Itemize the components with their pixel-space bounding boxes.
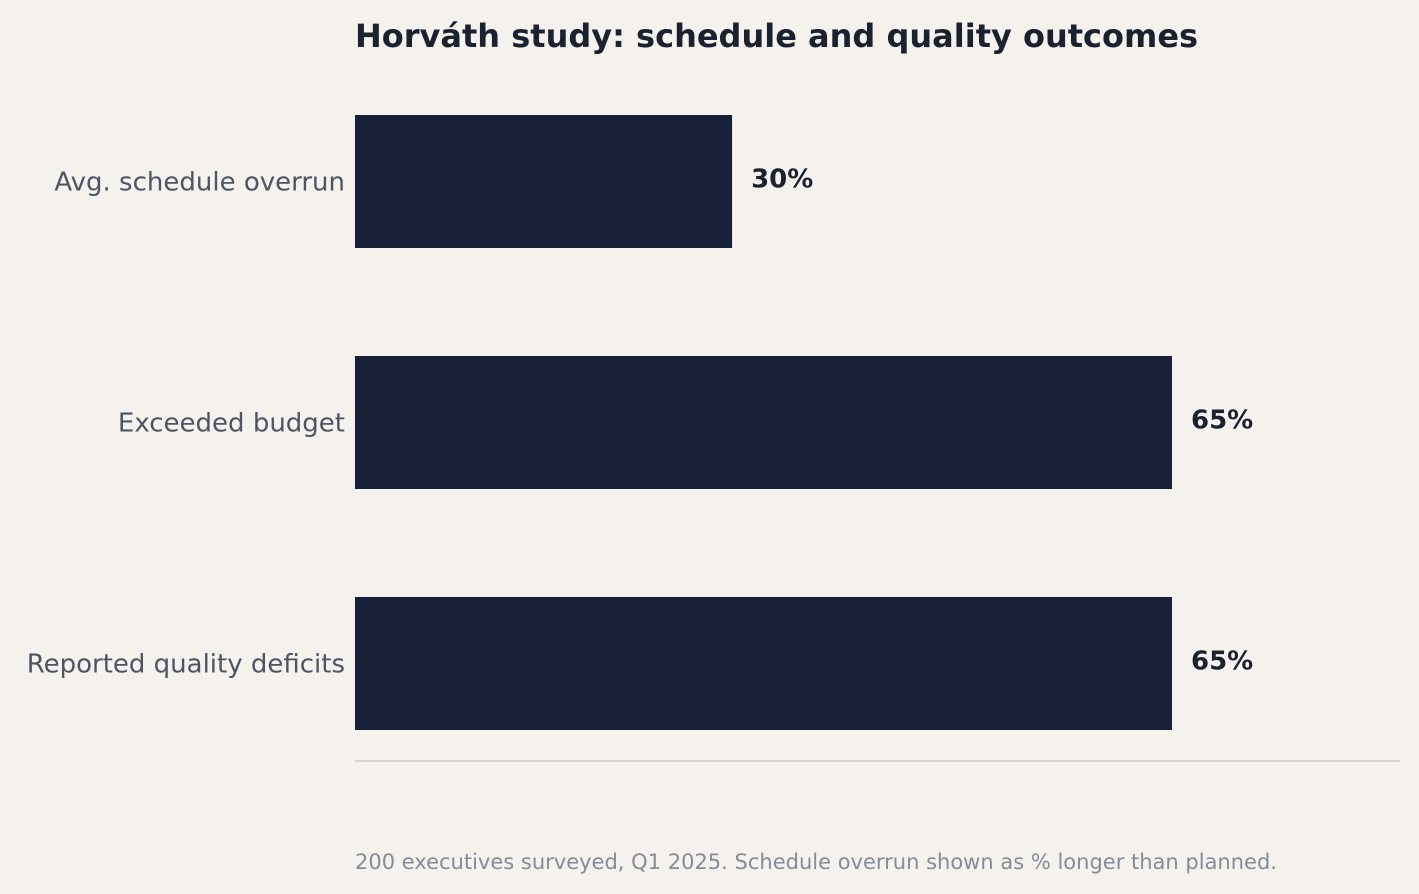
value-label: 65% — [1191, 406, 1253, 436]
value-label: 30% — [751, 165, 813, 195]
value-label: 65% — [1191, 647, 1253, 677]
category-label: Reported quality deficits — [27, 650, 345, 680]
bar — [355, 115, 733, 248]
category-label: Exceeded budget — [118, 409, 345, 439]
chart-footnote: 200 executives surveyed, Q1 2025. Schedu… — [355, 850, 1277, 874]
category-label: Avg. schedule overrun — [54, 168, 345, 198]
chart-title: Horváth study: schedule and quality outc… — [355, 17, 1198, 55]
bar — [355, 356, 1172, 489]
bar — [355, 597, 1172, 730]
bars-group: Avg. schedule overrun 30% Exceeded budget 6… — [27, 115, 1253, 730]
